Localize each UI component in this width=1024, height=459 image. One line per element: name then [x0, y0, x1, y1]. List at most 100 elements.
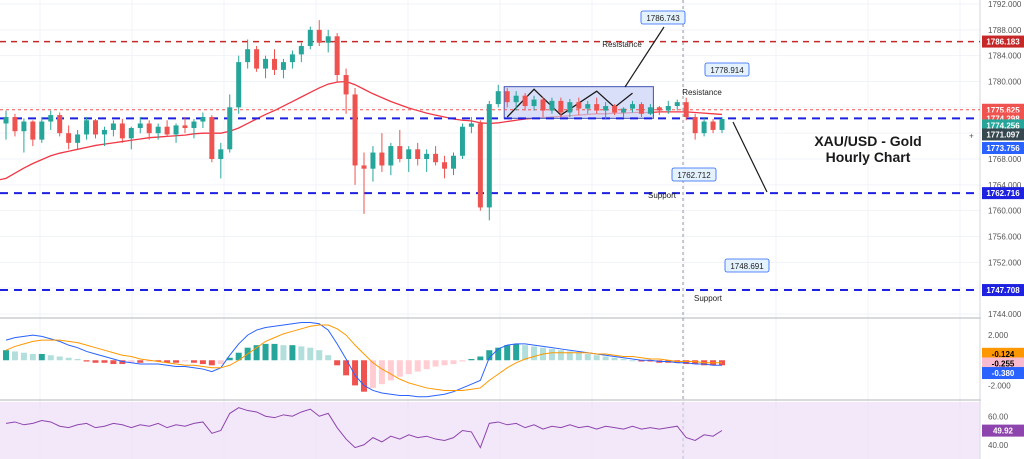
candle [477, 120, 483, 211]
macd-histogram-bar [226, 357, 233, 361]
macd-histogram-bar [173, 360, 180, 363]
price-tick-label: 1780.000 [988, 78, 1022, 87]
candle-body [12, 117, 18, 132]
macd-histogram-bar [119, 360, 126, 365]
candle [334, 33, 340, 82]
macd-tag: -0.124 [982, 347, 1024, 360]
price-tag-box [982, 187, 1024, 200]
candle [612, 104, 618, 116]
callout-value: 1748.691 [730, 262, 764, 271]
candle-body [173, 125, 179, 135]
candle [3, 110, 9, 140]
candle [603, 102, 609, 119]
macd-histogram-bar [495, 347, 502, 361]
price-tag-label: 1747.708 [986, 286, 1020, 295]
candle [137, 117, 143, 134]
candle-body [638, 104, 644, 114]
macd-histogram-bar [459, 360, 466, 362]
candle [298, 42, 304, 63]
macd-line [5, 322, 722, 398]
macd-histogram-bar [486, 350, 493, 361]
callout-1778.914: 1778.914 [704, 62, 750, 77]
candle-body [119, 123, 125, 139]
rsi-tag: 49.92 [982, 424, 1024, 437]
candle-body [3, 117, 9, 124]
price-tag-label: 1771.097 [986, 130, 1020, 139]
candle [119, 118, 125, 143]
candle-body [289, 54, 295, 63]
candle [433, 146, 439, 166]
macd-histogram-bar [92, 360, 99, 363]
macd-tag: -0.255 [982, 357, 1024, 370]
candle [701, 117, 707, 137]
price-tag-label: 1773.756 [986, 144, 1020, 153]
macd-histogram-bar [47, 355, 54, 361]
level-note-support: Support [694, 294, 723, 303]
macd-signal-line [5, 324, 722, 391]
candle [486, 100, 492, 221]
macd-histogram-bar [378, 360, 385, 385]
candle [495, 84, 501, 108]
candle-body [379, 152, 385, 166]
candle [93, 118, 98, 139]
candle [84, 117, 90, 140]
axis-background [981, 0, 1024, 459]
candle-body [245, 49, 251, 63]
price-axis[interactable]: 1744.0001748.0001752.0001756.0001760.000… [969, 0, 1024, 459]
candle [352, 87, 358, 185]
macd-histogram-bar [441, 360, 448, 366]
price-tick-label: 1792.000 [988, 0, 1022, 9]
macd-histogram-bar [262, 343, 269, 361]
price-tag: 1773.756 [982, 142, 1024, 155]
candle-body [66, 133, 72, 143]
macd-histogram-bar [271, 343, 278, 361]
price-tag-box [982, 347, 1024, 360]
candle-body [75, 134, 81, 143]
candle [263, 55, 269, 79]
candle-body [191, 121, 197, 128]
candle-body [585, 104, 591, 109]
candle [325, 29, 331, 53]
callout-value: 1762.712 [677, 171, 711, 180]
callout-1762.712: 1762.712 [671, 167, 717, 182]
price-tick-label: 1784.000 [988, 52, 1022, 61]
macd-histogram-bar [638, 360, 645, 362]
candle [415, 142, 421, 166]
candle [236, 55, 242, 114]
macd-histogram-bar [620, 359, 627, 361]
candle [379, 133, 385, 172]
macd-histogram-bar [566, 351, 573, 361]
macd-histogram-bar [531, 346, 538, 361]
macd-histogram-bar [29, 353, 36, 361]
candle [191, 118, 197, 139]
macd-histogram-bar [208, 360, 215, 366]
candle-body [298, 45, 304, 55]
level-note-resistance: Resistance [602, 40, 642, 49]
price-tag-label: 1774.256 [986, 121, 1020, 130]
macd-histogram-bar [101, 360, 108, 363]
macd-histogram-bar [477, 356, 484, 361]
candle-body [424, 153, 430, 159]
candle-body [433, 153, 439, 163]
candle-body [137, 123, 143, 128]
macd-histogram-bar [38, 353, 45, 361]
candle-body [397, 146, 403, 159]
macd-histogram-bar [369, 360, 376, 388]
macd-histogram-bar [343, 360, 350, 376]
macd-histogram-bar [182, 360, 188, 362]
price-tick-label: 1760.000 [988, 207, 1022, 216]
macd-histogram-bar [20, 352, 27, 361]
candle-body [406, 149, 412, 159]
macd-histogram-bar [253, 345, 260, 361]
candle [280, 58, 286, 79]
macd-histogram-bar [548, 348, 555, 361]
candle-body [594, 104, 600, 111]
candle-body [513, 95, 519, 103]
candle-body [477, 123, 483, 208]
price-tag-box [982, 357, 1024, 370]
price-tick-label: 1764.000 [988, 181, 1022, 190]
candle [459, 123, 465, 159]
candle-body [710, 121, 716, 130]
candle [710, 118, 716, 134]
candle-body [370, 152, 376, 169]
